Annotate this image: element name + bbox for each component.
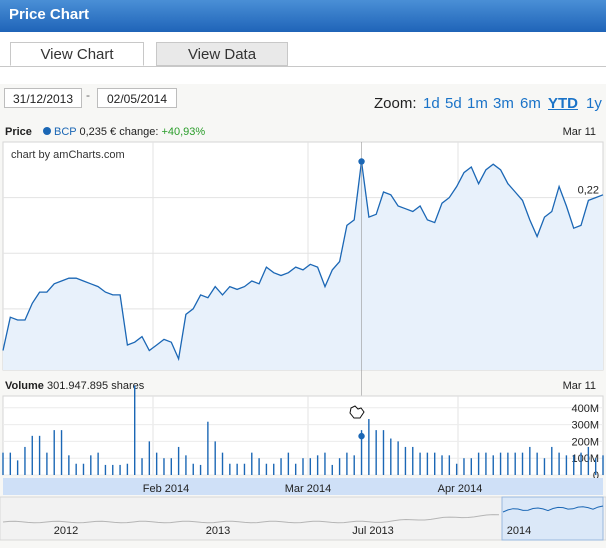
series-marker-icon [42, 127, 51, 135]
x-tick-label: Apr 2014 [438, 483, 483, 495]
zoom-1d-button[interactable]: 1d [423, 95, 440, 112]
volume-legend-title: Volume [5, 380, 44, 392]
navigator-selected-line [502, 505, 604, 513]
price-cursor-date: Mar 11 [562, 126, 596, 138]
chart-credit: chart by amCharts.com [11, 149, 125, 161]
hand-cursor-icon [349, 405, 365, 419]
volume-tick-label: 200M [571, 436, 599, 448]
navigator-label: 2014 [507, 525, 531, 537]
tab-view-data[interactable]: View Data [156, 42, 288, 66]
x-axis-band [3, 478, 603, 495]
volume-value: 301.947.895 shares [46, 380, 145, 392]
end-date-field[interactable]: 02/05/2014 [97, 88, 177, 108]
zoom-1y-button[interactable]: 1y [586, 95, 602, 112]
zoom-3m-button[interactable]: 3m [493, 95, 514, 112]
volume-tick-label: 100M [571, 453, 599, 465]
volume-highlight-point [358, 432, 365, 440]
change-label: change: [119, 126, 159, 138]
price-tick-label: 0,22 [578, 185, 599, 197]
zoom-6m-button[interactable]: 6m [520, 95, 541, 112]
volume-tick-label: 300M [571, 420, 599, 432]
start-date-field[interactable]: 31/12/2013 [4, 88, 82, 108]
title-bar: Price Chart [0, 0, 606, 32]
volume-legend: Volume 301.947.895 shares [5, 380, 144, 392]
navigator-selection [501, 496, 604, 541]
price-series-line [2, 161, 604, 362]
volume-tick-label: 0 [593, 470, 599, 482]
hand-cursor-shape [349, 405, 365, 419]
x-tick-label: Mar 2014 [285, 483, 331, 495]
price-legend: Price BCP 0,235 € change: +40,93% [5, 126, 205, 138]
zoom-ytd-button[interactable]: YTD [548, 95, 578, 112]
price-value: 0,235 € [79, 126, 117, 138]
price-legend-title: Price [5, 126, 32, 138]
price-area [3, 161, 603, 370]
volume-tick-label: 400M [571, 403, 599, 415]
zoom-5d-button[interactable]: 5d [445, 95, 462, 112]
navigator-history-line [2, 514, 500, 524]
navigator-label: 2013 [206, 525, 230, 537]
navigator-label: Jul 2013 [352, 525, 394, 537]
tab-view-chart[interactable]: View Chart [10, 42, 144, 66]
price-highlight-point [358, 158, 365, 165]
volume-cursor-date: Mar 11 [562, 380, 596, 392]
change-value: +40,93% [161, 126, 206, 138]
series-name: BCP [53, 126, 77, 138]
zoom-1m-button[interactable]: 1m [467, 95, 488, 112]
page-title: Price Chart [9, 6, 90, 23]
navigator-label: 2012 [54, 525, 78, 537]
zoom-label: Zoom: [374, 95, 417, 112]
date-separator: - [86, 88, 90, 102]
x-tick-label: Feb 2014 [143, 483, 189, 495]
tab-divider [0, 66, 606, 67]
